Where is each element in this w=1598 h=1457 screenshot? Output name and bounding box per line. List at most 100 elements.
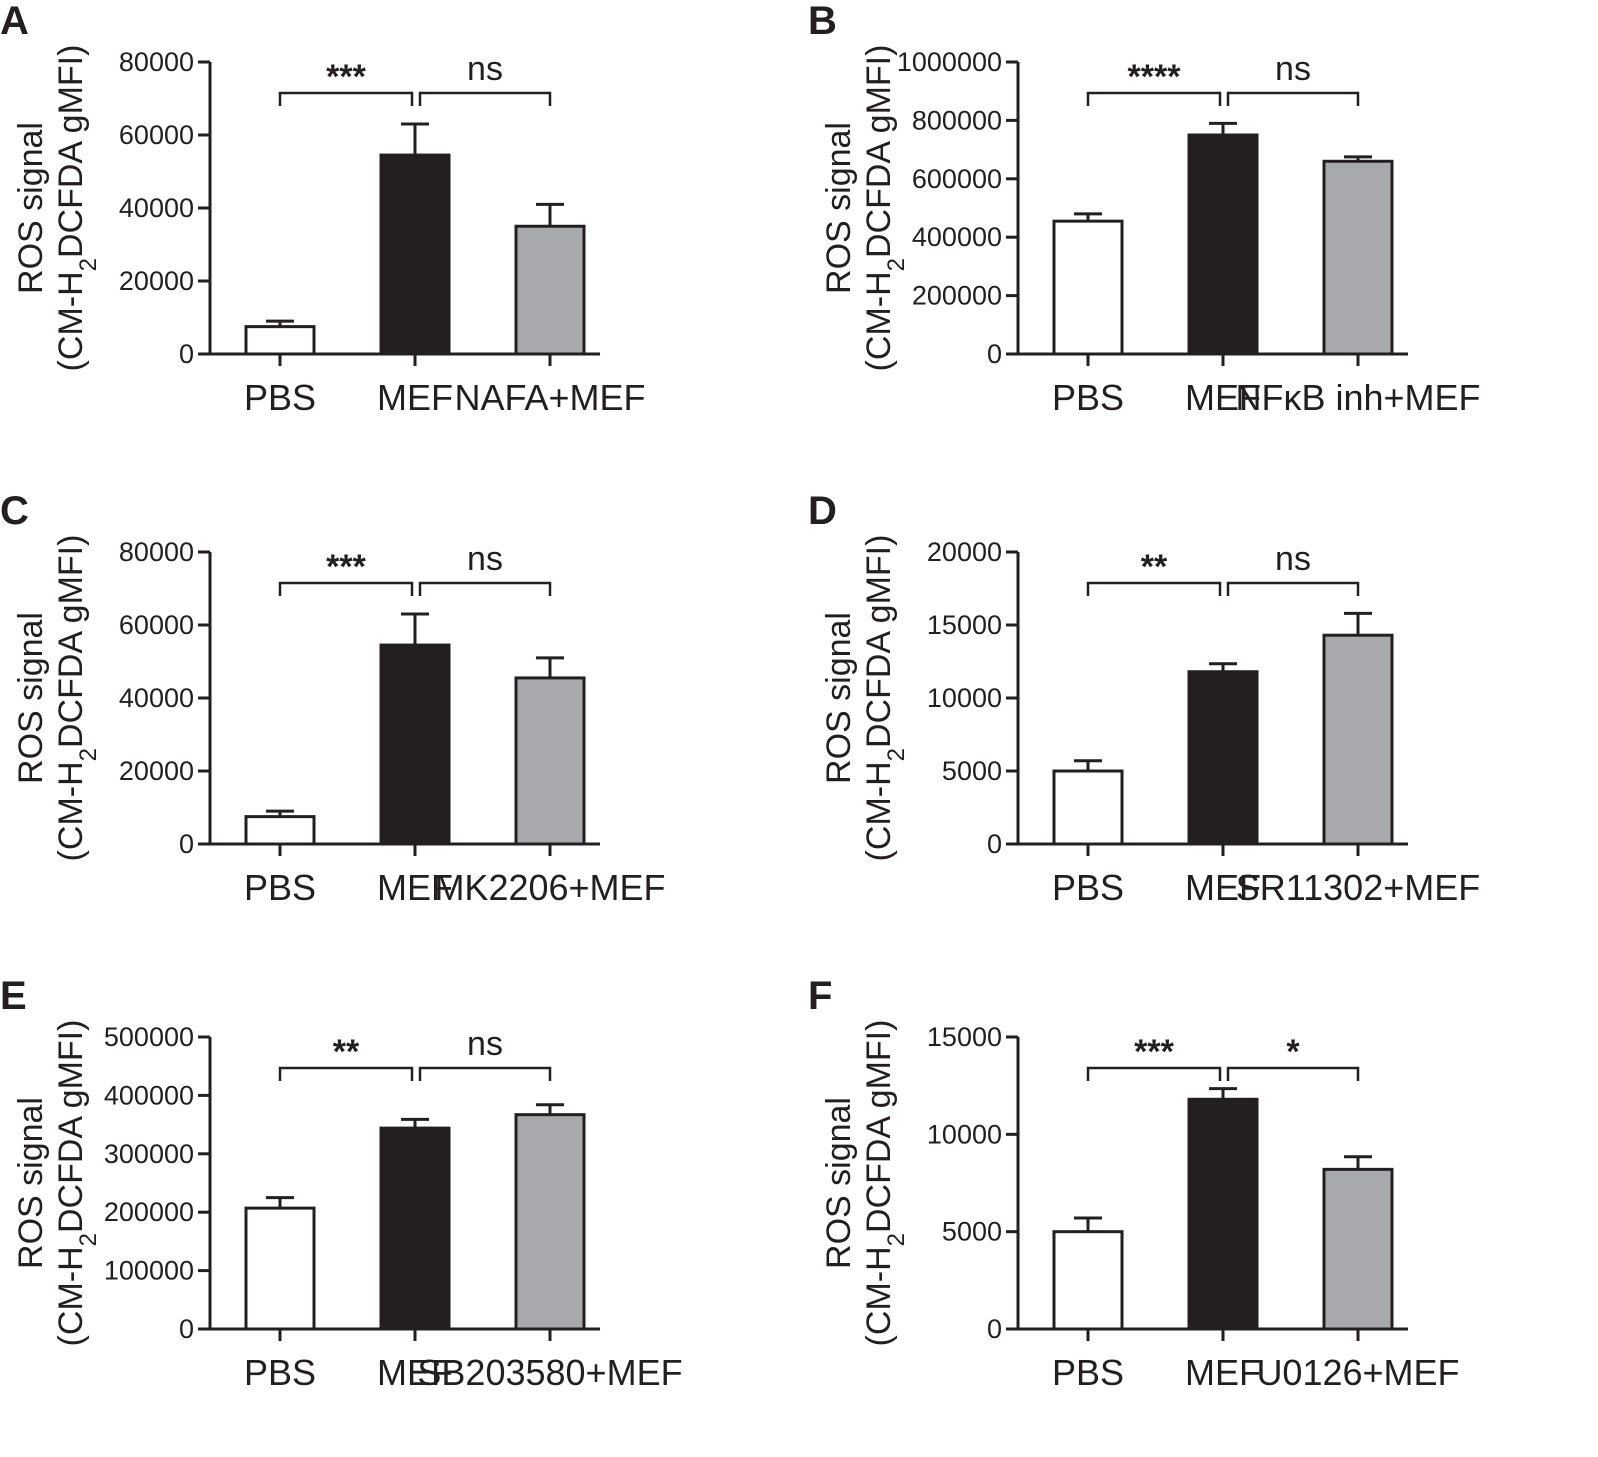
panel-c-ylabel: ROS signal(CM-H2DCFDA gMFI) <box>12 535 102 862</box>
significance-label: ns <box>1275 540 1311 578</box>
significance-bracket <box>1086 91 1222 106</box>
panel-a: A ROS signal (CM-H2DCFDA gMFI) 0 20000 40000 6… <box>0 0 790 480</box>
y-tick-label: 400000 <box>912 222 1002 252</box>
significance-bracket <box>278 91 414 106</box>
x-category-label: MEF <box>377 867 453 908</box>
panel-e: E ROS signal (CM-H2DCFDA gMFI) 0 100000 20000… <box>0 974 790 1455</box>
bar-mk2206-mef <box>514 676 586 846</box>
ylabel-suffix: DCFDA gMFI) <box>860 535 898 748</box>
bar-mef <box>379 1126 451 1331</box>
y-tick-label: 60000 <box>119 120 194 150</box>
panel-b: B ROS signal (CM-H2DCFDA gMFI) 0 200000 40000… <box>808 0 1598 480</box>
x-category-label: MK2206+MEF <box>434 867 665 908</box>
ylabel-line1: ROS signal <box>12 612 50 784</box>
x-category-label: PBS <box>244 377 316 418</box>
x-category-label: MEF <box>1185 1352 1261 1393</box>
x-category-label: PBS <box>244 867 316 908</box>
y-tick-label: 300000 <box>104 1139 194 1169</box>
bar-sr11302-mef <box>1322 633 1394 846</box>
ylabel-subscript: 2 <box>75 748 102 761</box>
significance-label: *** <box>1134 1033 1174 1071</box>
y-tick-label: 200000 <box>104 1197 194 1227</box>
significance-label: ns <box>1275 50 1311 88</box>
ylabel-suffix: DCFDA gMFI) <box>860 45 898 258</box>
x-category-label: MEF <box>1185 377 1261 418</box>
y-tick-label: 15000 <box>927 1022 1002 1052</box>
bar-sb203580-mef <box>514 1113 586 1331</box>
bar-pbs <box>1052 769 1124 846</box>
y-tick-label: 500000 <box>104 1022 194 1052</box>
bar-chart-e: E ROS signal(CM-H2DCFDA gMFI) 0 100000 20000… <box>0 974 683 1393</box>
y-tick-label: 0 <box>179 829 194 859</box>
panel-e-letter: E <box>0 974 27 1018</box>
significance-bracket <box>418 91 552 106</box>
panel-d-ylabel: ROS signal(CM-H2DCFDA gMFI) <box>820 535 910 862</box>
ylabel-prefix: (CM-H <box>52 761 90 861</box>
x-category-label: NFκB inh+MEF <box>1235 377 1480 418</box>
significance-label: ns <box>467 540 503 578</box>
y-tick-label: 0 <box>179 1314 194 1344</box>
significance-bracket <box>278 1066 414 1081</box>
bar-mef <box>1187 133 1259 356</box>
y-tick-label: 0 <box>179 339 194 369</box>
ylabel-line1: ROS signal <box>12 1097 50 1269</box>
x-category-label: PBS <box>244 1352 316 1393</box>
y-tick-label: 0 <box>987 829 1002 859</box>
significance-bracket <box>278 581 414 596</box>
x-category-label: PBS <box>1052 1352 1124 1393</box>
x-category-label: U0126+MEF <box>1256 1352 1459 1393</box>
panel-f-ylabel: ROS signal(CM-H2DCFDA gMFI) <box>820 1020 910 1347</box>
significance-bracket <box>418 581 552 596</box>
bar-pbs <box>244 1206 316 1331</box>
significance-label: ns <box>467 50 503 88</box>
y-tick-label: 0 <box>987 339 1002 369</box>
ylabel-line2: (CM-H2DCFDA gMFI) <box>52 45 102 372</box>
bar-mef <box>379 643 451 846</box>
y-tick-label: 80000 <box>119 47 194 77</box>
bar-pbs <box>1052 1230 1124 1331</box>
panel-d-letter: D <box>808 489 837 533</box>
y-tick-label: 0 <box>987 1314 1002 1344</box>
ylabel-line1: ROS signal <box>12 122 50 294</box>
ylabel-line2: (CM-H2DCFDA gMFI) <box>52 1020 102 1347</box>
significance-label: *** <box>326 548 366 586</box>
ylabel-prefix: (CM-H <box>52 1246 90 1346</box>
significance-label: ** <box>333 1033 360 1071</box>
y-tick-label: 15000 <box>927 610 1002 640</box>
ylabel-prefix: (CM-H <box>860 1246 898 1346</box>
bar-mef <box>379 153 451 356</box>
panel-c: C ROS signal (CM-H2DCFDA gMFI) 0 20000 40000 6… <box>0 489 790 970</box>
x-category-label: NAFA+MEF <box>454 377 645 418</box>
y-tick-label: 100000 <box>104 1256 194 1286</box>
significance-bracket <box>1086 581 1222 596</box>
ylabel-suffix: DCFDA gMFI) <box>52 535 90 748</box>
bar-pbs <box>244 325 316 356</box>
y-tick-label: 20000 <box>119 266 194 296</box>
y-tick-label: 200000 <box>912 281 1002 311</box>
panel-a-letter: A <box>0 0 29 43</box>
ylabel-line1: ROS signal <box>820 122 858 294</box>
ylabel-line1: ROS signal <box>820 612 858 784</box>
bar-chart-b: B ROS signal(CM-H2DCFDA gMFI) 0 200000 40000… <box>808 0 1481 418</box>
y-tick-label: 20000 <box>927 537 1002 567</box>
significance-label: ** <box>1141 548 1168 586</box>
y-tick-label: 1000000 <box>897 47 1002 77</box>
significance-label: ns <box>467 1025 503 1063</box>
ylabel-suffix: DCFDA gMFI) <box>52 45 90 258</box>
ylabel-prefix: (CM-H <box>860 271 898 371</box>
significance-bracket <box>418 1066 552 1081</box>
y-tick-label: 10000 <box>927 1119 1002 1149</box>
bar-pbs <box>1052 219 1124 356</box>
significance-label: **** <box>1128 58 1182 96</box>
significance-bracket <box>1226 581 1360 596</box>
panel-d: D ROS signal (CM-H2DCFDA gMFI) 0 5000 10000 15… <box>808 489 1598 970</box>
panel-f-letter: F <box>808 974 832 1018</box>
y-tick-label: 20000 <box>119 756 194 786</box>
panel-b-letter: B <box>808 0 837 43</box>
bar-nf-b-inh-mef <box>1322 159 1394 356</box>
ylabel-subscript: 2 <box>883 258 910 271</box>
ylabel-subscript: 2 <box>75 1233 102 1246</box>
